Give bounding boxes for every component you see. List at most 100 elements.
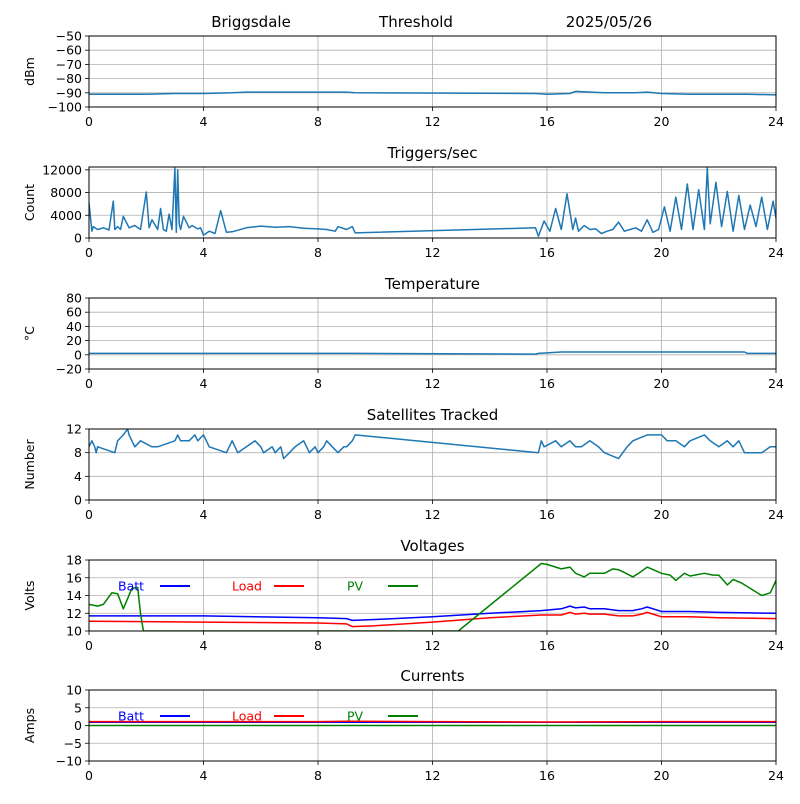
x-tick-label: 24 [768, 245, 784, 260]
y-tick-label: 16 [66, 570, 82, 585]
y-tick-label: 80 [66, 291, 82, 306]
x-tick-label: 12 [425, 114, 441, 129]
y-tick-label: 8000 [50, 185, 82, 200]
y-tick-label: −5 [64, 736, 82, 751]
x-tick-label: 16 [539, 638, 555, 653]
series-line [89, 90, 776, 96]
series-line-load [89, 611, 776, 628]
y-tick-label: 60 [66, 305, 82, 320]
y-axis-label: Volts [22, 580, 37, 610]
x-tick-label: 12 [425, 638, 441, 653]
x-tick-label: 8 [314, 638, 322, 653]
x-tick-label: 16 [539, 114, 555, 129]
x-tick-label: 24 [768, 768, 784, 783]
y-tick-label: 12 [66, 422, 82, 437]
legend-label: Load [232, 579, 262, 594]
x-tick-label: 20 [654, 638, 670, 653]
y-tick-label: 14 [66, 588, 82, 603]
chart-title: Satellites Tracked [367, 406, 498, 424]
x-tick-label: 0 [85, 638, 93, 653]
y-axis-label: Number [22, 439, 37, 490]
x-tick-label: 20 [654, 376, 670, 391]
series-line [89, 167, 776, 238]
y-tick-label: 0 [74, 493, 82, 508]
x-tick-label: 0 [85, 245, 93, 260]
x-tick-label: 16 [539, 376, 555, 391]
x-tick-label: 4 [200, 376, 208, 391]
y-tick-label: 0 [74, 231, 82, 246]
x-tick-label: 4 [200, 114, 208, 129]
x-tick-label: 0 [85, 376, 93, 391]
y-tick-label: −100 [48, 100, 82, 115]
chart-title: Voltages [400, 537, 464, 555]
y-tick-label: −60 [56, 43, 82, 58]
x-tick-label: 4 [200, 638, 208, 653]
x-tick-label: 20 [654, 768, 670, 783]
station-name: Briggsdale [211, 13, 291, 31]
series-line-load [89, 720, 776, 723]
series-line-batt [89, 605, 776, 622]
y-tick-label: 10 [66, 624, 82, 639]
chart-satellites: 0 4 8 12 16 20 24 0 4 8 12 Satellites Tracked Number [22, 406, 784, 522]
y-tick-label: 10 [66, 683, 82, 698]
x-tick-label: 24 [768, 376, 784, 391]
chart-title: Currents [400, 667, 464, 685]
legend-label: PV [347, 579, 364, 594]
chart-rssi: 0 4 8 12 16 20 24 −100−90−80−70−60−50 dBm [22, 29, 784, 130]
y-tick-label: 8 [74, 445, 82, 460]
x-tick-label: 20 [654, 245, 670, 260]
x-tick-label: 16 [539, 507, 555, 522]
y-tick-label: 0 [74, 718, 82, 733]
x-tick-label: 8 [314, 114, 322, 129]
x-tick-label: 0 [85, 114, 93, 129]
chart-title: Triggers/sec [387, 144, 478, 162]
x-tick-label: 4 [200, 768, 208, 783]
y-axis-label: Amps [22, 708, 37, 743]
x-tick-label: 0 [85, 507, 93, 522]
y-axis-label: °C [22, 326, 37, 341]
x-tick-label: 16 [539, 768, 555, 783]
y-tick-label: −70 [56, 57, 82, 72]
y-tick-label: 4000 [50, 208, 82, 223]
legend-label: Batt [118, 709, 144, 724]
y-tick-label: 0 [74, 347, 82, 362]
y-axis-label: Count [22, 184, 37, 221]
x-tick-label: 20 [654, 507, 670, 522]
legend-label: Batt [118, 579, 144, 594]
legend-label: PV [347, 709, 364, 724]
x-tick-label: 0 [85, 768, 93, 783]
y-tick-label: 20 [66, 333, 82, 348]
x-tick-label: 8 [314, 376, 322, 391]
x-tick-label: 4 [200, 507, 208, 522]
chart-currents: 0 4 8 12 16 20 24 −10 −5 0 5 10 Currents Amps Batt Load… [22, 667, 784, 783]
x-tick-label: 24 [768, 638, 784, 653]
y-tick-label: 5 [74, 700, 82, 715]
y-axis-label: dBm [22, 57, 37, 86]
x-tick-label: 24 [768, 114, 784, 129]
x-tick-label: 12 [425, 245, 441, 260]
y-tick-label: −20 [56, 362, 82, 377]
series-line-pv [89, 562, 776, 631]
y-tick-label: −90 [56, 85, 82, 100]
x-tick-label: 16 [539, 245, 555, 260]
series-line [89, 351, 776, 355]
x-tick-label: 12 [425, 768, 441, 783]
x-tick-label: 20 [654, 114, 670, 129]
y-tick-label: 4 [74, 469, 82, 484]
y-tick-label: 40 [66, 319, 82, 334]
y-tick-label: 12 [66, 606, 82, 621]
y-tick-label: −50 [56, 29, 82, 44]
series-line [89, 429, 776, 460]
chart-title: Temperature [384, 275, 480, 293]
y-tick-label: −80 [56, 71, 82, 86]
legend-label: Load [232, 709, 262, 724]
y-tick-label: −10 [56, 754, 82, 769]
y-tick-label: 12000 [42, 162, 82, 177]
x-tick-label: 8 [314, 768, 322, 783]
trigger-mode: Threshold [378, 13, 453, 31]
chart-triggers: 0 4 8 12 16 20 24 0 4000 8000 12000 Triggers/sec Cou… [22, 144, 784, 260]
x-tick-label: 8 [314, 507, 322, 522]
